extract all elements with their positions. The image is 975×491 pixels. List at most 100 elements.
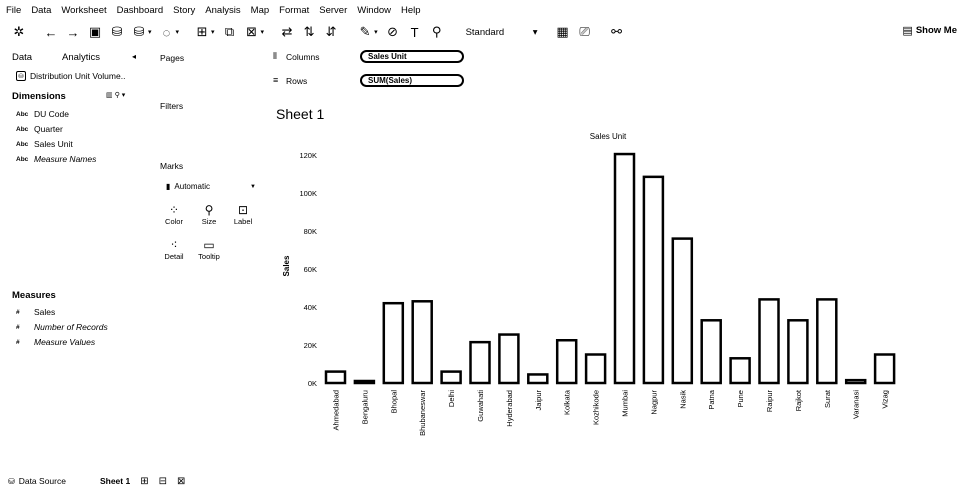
search-icon[interactable]: ⚲ xyxy=(114,92,122,99)
dimension-field-quarter[interactable]: Abc Quarter xyxy=(16,124,63,134)
x-tick-label: Bhubaneswar xyxy=(418,390,427,436)
menu-analysis[interactable]: Analysis xyxy=(205,4,241,16)
fit-dropdown[interactable]: Standard ▾ xyxy=(466,27,538,38)
sort-desc-icon[interactable]: ⇵ xyxy=(325,24,337,39)
show-me-button[interactable]: ▤ Show Me xyxy=(902,24,957,37)
menu-server[interactable]: Server xyxy=(319,4,348,16)
dimension-field-sales-unit[interactable]: Abc Sales Unit xyxy=(16,139,73,149)
collapse-pane-icon[interactable]: ◂ xyxy=(132,52,137,61)
menu-data[interactable]: Data xyxy=(31,4,52,16)
run-update-icon[interactable]: ◌ xyxy=(162,24,171,40)
tab-data[interactable]: Data xyxy=(12,52,33,63)
fit-icon[interactable]: ▦ xyxy=(556,24,569,39)
marks-color-button[interactable]: ⁘ Color xyxy=(156,203,192,226)
measure-field-measure-values[interactable]: # Measure Values xyxy=(16,337,95,347)
sheet-title: Sheet 1 xyxy=(276,106,325,122)
x-tick-label: Rajkot xyxy=(794,389,803,411)
marks-label-button[interactable]: ⊡ Label xyxy=(225,203,261,226)
highlight-icon[interactable]: ✎ xyxy=(359,24,371,39)
chevron-down-icon[interactable]: ▾ xyxy=(121,92,128,99)
menu-format[interactable]: Format xyxy=(279,4,310,16)
pause-updates-icon[interactable]: ⛁ xyxy=(133,24,145,39)
bar-ahmedabad[interactable] xyxy=(324,370,347,385)
view-mode-icon[interactable]: ▥ xyxy=(106,92,115,99)
bar-pune[interactable] xyxy=(729,357,751,385)
chevron-down-icon[interactable]: ▾ xyxy=(175,29,180,36)
menu-file[interactable]: File xyxy=(6,4,22,16)
marks-size-button[interactable]: ⚲ Size xyxy=(191,203,227,226)
bar-nagpur[interactable] xyxy=(642,175,665,385)
menu-window[interactable]: Window xyxy=(357,4,392,16)
y-tick-label: 60K xyxy=(304,265,317,274)
dimension-field-du-code[interactable]: Abc DU Code xyxy=(16,109,69,119)
bar-bhopal[interactable] xyxy=(382,301,405,385)
menu-worksheet[interactable]: Worksheet xyxy=(61,4,107,16)
menu-dashboard[interactable]: Dashboard xyxy=(116,4,164,16)
mark-type-dropdown[interactable]: ▮ Automatic ▼ xyxy=(166,182,256,191)
bar-mumbai[interactable] xyxy=(613,152,636,385)
swap-icon[interactable]: ⇄ xyxy=(281,24,293,39)
bar-jaipur[interactable] xyxy=(527,373,549,385)
data-source-tab[interactable]: ⛁ Data Source xyxy=(8,476,66,486)
number-type-icon: # xyxy=(16,338,20,346)
measure-field-number-of-records[interactable]: # Number of Records xyxy=(16,322,108,332)
undo-icon[interactable]: ← xyxy=(44,24,58,40)
duplicate-icon[interactable]: ⧉ xyxy=(224,24,235,39)
columns-pill[interactable]: Sales Unit xyxy=(360,50,464,63)
bar-raipur[interactable] xyxy=(758,298,780,385)
y-tick-label: 120K xyxy=(299,151,317,160)
marks-detail-button[interactable]: ⁖ Detail xyxy=(156,238,192,261)
chevron-down-icon[interactable]: ▾ xyxy=(148,29,152,36)
dimension-field-measure-names[interactable]: Abc Measure Names xyxy=(16,154,96,164)
pin-icon[interactable]: ⚲ xyxy=(431,24,442,39)
tab-analytics[interactable]: Analytics xyxy=(62,52,101,63)
x-tick-label: Patna xyxy=(707,389,716,409)
bar-kolkata[interactable] xyxy=(555,339,578,385)
bar-patna[interactable] xyxy=(700,319,722,385)
rows-pill[interactable]: SUM(Sales) xyxy=(360,74,464,87)
menu-help[interactable]: Help xyxy=(401,4,421,16)
bar-surat[interactable] xyxy=(816,298,838,385)
bar-vizag[interactable] xyxy=(873,353,896,385)
save-icon[interactable]: ▣ xyxy=(88,24,102,39)
share-icon[interactable]: ⚯ xyxy=(611,24,623,39)
new-datasource-icon[interactable]: ⛁ xyxy=(111,24,123,39)
label-icon[interactable]: T xyxy=(410,24,419,40)
sort-asc-icon[interactable]: ⇅ xyxy=(303,24,315,39)
bar-bengaluru[interactable] xyxy=(353,379,376,385)
chevron-down-icon[interactable]: ▾ xyxy=(374,29,378,36)
new-story-icon[interactable]: ⊠ xyxy=(176,475,186,487)
x-tick-label: Pune xyxy=(736,390,745,408)
menu-story[interactable]: Story xyxy=(173,4,196,16)
bar-bhubaneswar[interactable] xyxy=(411,300,433,385)
redo-icon[interactable]: → xyxy=(66,24,80,40)
y-tick-label: 20K xyxy=(304,341,317,350)
bar-delhi[interactable] xyxy=(440,370,462,385)
bar-guwahati[interactable] xyxy=(469,340,491,385)
chevron-down-icon[interactable]: ▾ xyxy=(211,29,215,36)
sheet-tab[interactable]: Sheet 1 xyxy=(99,476,131,486)
datasource-name: Distribution Unit Volume.. xyxy=(30,71,126,81)
group-icon[interactable]: ⊘ xyxy=(387,24,399,39)
clear-icon[interactable]: ⊠ xyxy=(246,24,257,39)
bar-varanasi[interactable] xyxy=(844,378,867,385)
mark-type-value: Automatic xyxy=(174,182,210,191)
new-worksheet-icon[interactable]: ⊞ xyxy=(196,24,208,39)
datasource-item[interactable]: ⛁ Distribution Unit Volume.. xyxy=(16,71,125,81)
bar-hyderabad[interactable] xyxy=(498,333,520,385)
columns-shelf-label: Columns xyxy=(286,52,320,62)
chevron-down-icon[interactable]: ▾ xyxy=(260,29,265,36)
menu-map[interactable]: Map xyxy=(250,4,270,16)
measure-field-sales[interactable]: # Sales xyxy=(16,307,55,317)
bar-nasik[interactable] xyxy=(671,237,694,385)
new-worksheet-icon[interactable]: ⊞ xyxy=(140,475,149,487)
y-tick-label: 0K xyxy=(308,379,317,388)
presentation-icon[interactable]: ⎚ xyxy=(579,24,590,39)
rows-icon: ≡ xyxy=(273,75,279,85)
bar-rajkot[interactable] xyxy=(787,319,809,385)
tableau-logo-icon[interactable]: ✲ xyxy=(13,24,25,39)
bar-kozhikode[interactable] xyxy=(584,353,607,385)
marks-tooltip-button[interactable]: ▭ Tooltip xyxy=(191,238,227,261)
new-dashboard-icon[interactable]: ⊟ xyxy=(158,475,167,487)
